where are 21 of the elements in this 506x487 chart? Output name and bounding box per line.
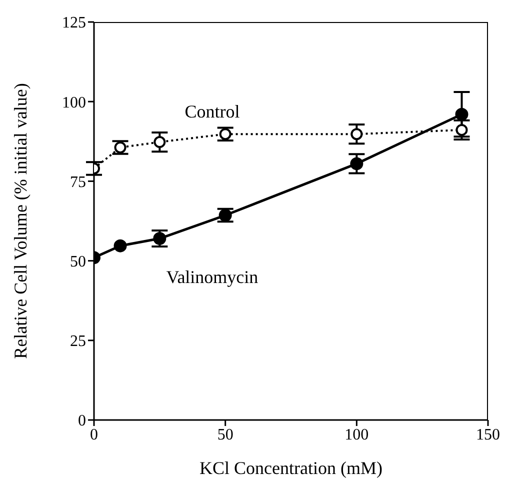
x-tick-label: 100 (344, 426, 369, 444)
y-tick-label: 0 (78, 412, 86, 430)
series-label: Control (184, 102, 240, 122)
point (154, 136, 166, 148)
point (114, 141, 126, 154)
series-label: Valinomycin (166, 267, 258, 288)
x-axis-title: KCl Concentration (mM) (200, 458, 382, 478)
point (114, 239, 127, 252)
y-axis-title: Relative Cell Volume (% initial value) (10, 83, 30, 359)
x-tick-label: 0 (90, 426, 98, 444)
y-tick-label: 75 (70, 174, 86, 191)
y-tick-label: 50 (70, 253, 86, 270)
y-tick-label: 25 (70, 333, 86, 350)
point (350, 157, 364, 170)
y-tick-label: 125 (62, 14, 86, 32)
y-tick-label: 100 (62, 94, 86, 112)
x-tick-label: 150 (476, 426, 500, 444)
point (350, 128, 363, 140)
point (455, 108, 468, 121)
x-tick-label: 50 (217, 426, 234, 444)
point (219, 128, 232, 140)
